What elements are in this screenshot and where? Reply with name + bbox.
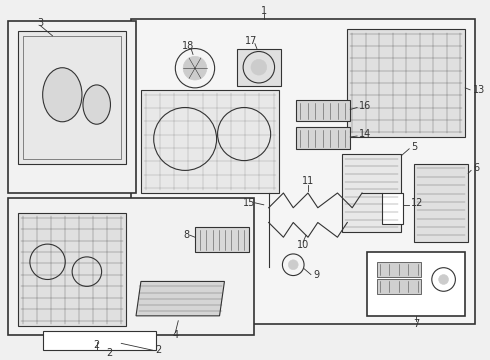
- Bar: [23, 36, 121, 159]
- Text: 2: 2: [106, 348, 113, 358]
- Bar: [367, 252, 465, 316]
- Circle shape: [183, 57, 207, 80]
- Text: 8: 8: [183, 230, 189, 240]
- Bar: [343, 154, 401, 232]
- Bar: [195, 228, 249, 252]
- Text: 7: 7: [413, 319, 419, 329]
- Text: 17: 17: [245, 36, 257, 46]
- Ellipse shape: [43, 68, 82, 122]
- Text: 3: 3: [38, 18, 44, 28]
- Bar: [377, 262, 421, 276]
- Bar: [8, 21, 136, 193]
- Bar: [347, 29, 465, 137]
- Bar: [296, 100, 350, 121]
- Ellipse shape: [83, 85, 110, 124]
- Text: 18: 18: [182, 41, 194, 51]
- Text: 2: 2: [94, 340, 100, 350]
- Circle shape: [439, 275, 448, 284]
- Text: 14: 14: [359, 129, 371, 139]
- Bar: [237, 49, 281, 86]
- Bar: [377, 279, 421, 294]
- Polygon shape: [136, 282, 224, 316]
- Text: 2: 2: [156, 345, 162, 355]
- Bar: [382, 193, 403, 224]
- Text: 1: 1: [261, 6, 267, 16]
- Bar: [8, 198, 254, 336]
- Bar: [18, 213, 126, 326]
- Text: 13: 13: [473, 85, 485, 95]
- Text: 16: 16: [359, 100, 371, 111]
- Text: 12: 12: [411, 198, 423, 208]
- Text: 15: 15: [243, 198, 255, 208]
- Text: 9: 9: [313, 270, 319, 280]
- Bar: [296, 127, 350, 149]
- Text: 5: 5: [411, 142, 417, 152]
- Bar: [131, 19, 475, 324]
- Circle shape: [251, 59, 267, 75]
- Text: 11: 11: [302, 176, 314, 186]
- Circle shape: [288, 260, 298, 270]
- Bar: [43, 330, 156, 350]
- Bar: [414, 163, 468, 242]
- Text: 10: 10: [297, 240, 309, 250]
- Text: 4: 4: [172, 330, 178, 341]
- Polygon shape: [18, 31, 126, 163]
- Text: 6: 6: [473, 163, 479, 174]
- Bar: [141, 90, 278, 193]
